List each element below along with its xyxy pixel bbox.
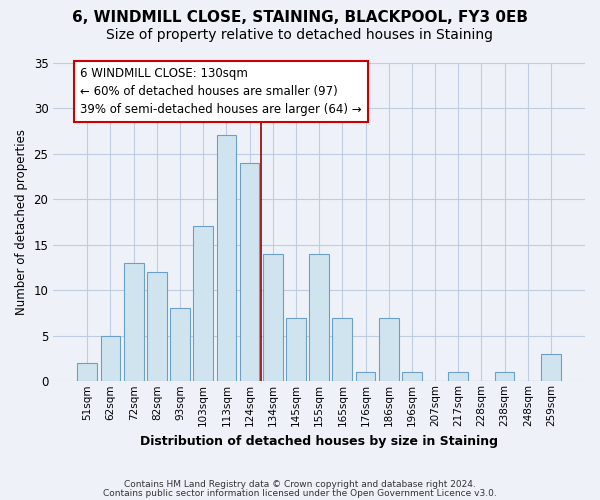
Bar <box>495 372 514 382</box>
Bar <box>77 363 97 382</box>
Bar <box>124 263 143 382</box>
Bar <box>240 162 259 382</box>
Bar <box>402 372 422 382</box>
X-axis label: Distribution of detached houses by size in Staining: Distribution of detached houses by size … <box>140 434 498 448</box>
Bar <box>193 226 213 382</box>
Text: 6, WINDMILL CLOSE, STAINING, BLACKPOOL, FY3 0EB: 6, WINDMILL CLOSE, STAINING, BLACKPOOL, … <box>72 10 528 25</box>
Bar <box>101 336 121 382</box>
Text: Contains HM Land Registry data © Crown copyright and database right 2024.: Contains HM Land Registry data © Crown c… <box>124 480 476 489</box>
Bar <box>448 372 468 382</box>
Bar <box>263 254 283 382</box>
Bar <box>286 318 306 382</box>
Bar <box>170 308 190 382</box>
Y-axis label: Number of detached properties: Number of detached properties <box>15 129 28 315</box>
Bar <box>217 136 236 382</box>
Text: 6 WINDMILL CLOSE: 130sqm
← 60% of detached houses are smaller (97)
39% of semi-d: 6 WINDMILL CLOSE: 130sqm ← 60% of detach… <box>80 67 362 116</box>
Bar <box>309 254 329 382</box>
Bar <box>379 318 398 382</box>
Bar <box>356 372 376 382</box>
Text: Contains public sector information licensed under the Open Government Licence v3: Contains public sector information licen… <box>103 489 497 498</box>
Text: Size of property relative to detached houses in Staining: Size of property relative to detached ho… <box>107 28 493 42</box>
Bar <box>541 354 561 382</box>
Bar <box>332 318 352 382</box>
Bar <box>147 272 167 382</box>
